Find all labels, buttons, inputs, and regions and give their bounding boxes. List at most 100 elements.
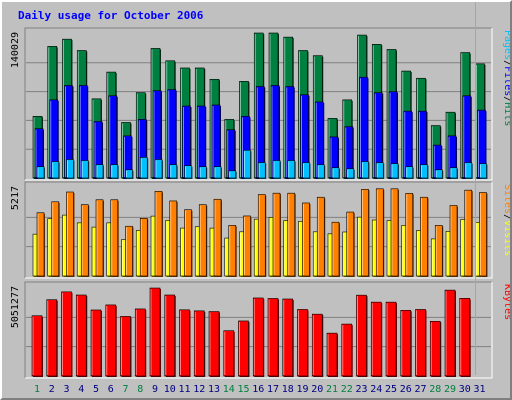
bar-pages	[184, 165, 193, 179]
bar-pages	[169, 164, 178, 179]
legend-entry: Hits	[502, 102, 510, 126]
bar-kbytes	[61, 291, 73, 377]
bar-pages	[154, 159, 163, 179]
bar-kbytes	[400, 310, 412, 377]
bar-pages	[449, 167, 458, 179]
legend-hits-files-pages: Pages/Files/Hits	[502, 30, 510, 126]
bar-kbytes	[267, 298, 279, 377]
bar-sites	[331, 221, 340, 277]
x-tick-label: 14	[223, 384, 235, 395]
x-tick-label: 1	[34, 384, 40, 395]
bar-sites	[110, 199, 119, 277]
bar-sites	[257, 194, 267, 277]
bar-kbytes	[415, 309, 427, 377]
bar-pages	[479, 163, 488, 179]
x-tick-label: 29	[444, 384, 456, 395]
x-tick-label: 12	[193, 384, 205, 395]
bar-pages	[361, 161, 370, 179]
bar-sites	[213, 198, 222, 277]
bar-pages	[390, 163, 399, 179]
bar-sites	[154, 191, 163, 277]
x-tick-label: 27	[414, 384, 426, 395]
legend-entry: Sites	[502, 184, 510, 214]
bar-kbytes	[120, 316, 132, 377]
legend-entry: Visits	[502, 220, 510, 256]
bar-kbytes	[134, 308, 147, 377]
y-axis-max-label: 5051277	[10, 286, 21, 328]
x-tick-label: 20	[311, 384, 323, 395]
bar-sites	[361, 188, 370, 277]
x-tick-label: 13	[208, 384, 220, 395]
y-axis-max-label: 5217	[10, 186, 21, 210]
x-tick-label: 7	[122, 384, 128, 395]
x-tick-label: 9	[152, 384, 158, 395]
bar-kbytes	[223, 330, 235, 377]
legend-visits-sites: Sites/Visits	[502, 184, 510, 256]
x-tick-label: 16	[252, 384, 264, 395]
panel-kbytes: 5051277 KBytes	[10, 2, 510, 379]
bar-sites	[464, 189, 473, 277]
bar-pages	[302, 162, 311, 179]
bar-sites	[51, 201, 60, 277]
bar-kbytes	[444, 289, 456, 377]
bar-kbytes	[297, 309, 309, 377]
bar-pages	[405, 166, 414, 179]
bar-kbytes	[356, 294, 368, 377]
x-tick-label: 22	[341, 384, 353, 395]
bar-pages	[125, 169, 134, 179]
bar-sites	[405, 193, 414, 277]
bar-pages	[287, 160, 296, 179]
x-tick-label: 24	[370, 384, 382, 395]
x-tick-label: 17	[267, 384, 279, 395]
bar-pages	[213, 166, 222, 179]
bar-pages	[272, 160, 281, 179]
legend-entry: Pages	[502, 30, 510, 60]
x-tick-label: 15	[237, 384, 249, 395]
bar-pages	[228, 170, 237, 179]
x-tick-label: 11	[178, 384, 190, 395]
bar-pages	[139, 157, 149, 179]
bar-kbytes	[164, 294, 176, 377]
bar-kbytes	[326, 332, 338, 377]
bar-sites	[243, 215, 252, 277]
bar-sites	[36, 212, 45, 277]
x-tick-label: 26	[400, 384, 412, 395]
bar-sites	[316, 196, 326, 277]
x-tick-label: 5	[93, 384, 99, 395]
bar-kbytes	[90, 309, 102, 377]
bar-pages	[316, 164, 326, 179]
bar-sites	[95, 199, 104, 277]
bar-sites	[434, 225, 444, 277]
chart-title: Daily usage for October 2006	[18, 9, 204, 22]
bar-kbytes	[46, 299, 58, 377]
x-tick-label: 8	[137, 384, 143, 395]
bar-pages	[51, 161, 60, 179]
x-tick-label: 6	[108, 384, 114, 395]
bar-sites	[228, 225, 237, 277]
bar-kbytes	[252, 297, 265, 377]
bar-kbytes	[105, 304, 117, 377]
bar-sites	[272, 192, 281, 277]
bar-sites	[198, 204, 208, 277]
bar-sites	[287, 192, 296, 277]
bar-kbytes	[459, 298, 471, 377]
bar-kbytes	[208, 311, 220, 377]
bar-kbytes	[370, 301, 383, 377]
bar-sites	[479, 192, 488, 277]
panel-visits-sites: 5217 Sites/Visits	[10, 181, 510, 279]
bar-kbytes	[75, 294, 88, 377]
x-tick-label: 21	[326, 384, 338, 395]
bar-kbytes	[149, 287, 161, 377]
x-tick-label: 4	[78, 384, 84, 395]
bar-sites	[169, 200, 178, 277]
x-tick-label: 18	[282, 384, 294, 395]
bar-sites	[125, 225, 134, 277]
bar-sites	[390, 188, 399, 277]
bar-pages	[375, 162, 385, 179]
bar-kbytes	[179, 309, 191, 377]
bar-pages	[464, 162, 473, 179]
bar-pages	[66, 159, 75, 179]
bar-sites	[420, 196, 429, 277]
